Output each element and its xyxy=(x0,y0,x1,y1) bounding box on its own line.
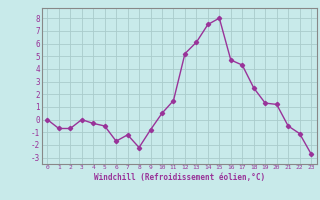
X-axis label: Windchill (Refroidissement éolien,°C): Windchill (Refroidissement éolien,°C) xyxy=(94,173,265,182)
